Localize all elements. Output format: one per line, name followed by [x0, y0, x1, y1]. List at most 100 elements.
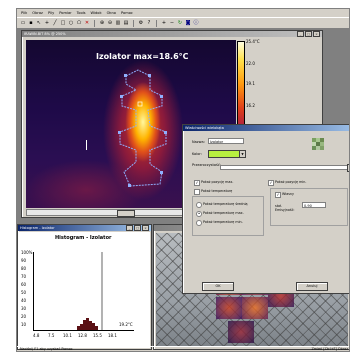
histogram-heading: Histogram - Izolator [55, 235, 112, 241]
show-max-position-checkbox[interactable]: ✓ [194, 180, 200, 186]
crosshair-icon[interactable]: + [44, 20, 50, 26]
polygon-handles[interactable] [118, 74, 167, 187]
histogram-window-titlebar[interactable]: Histogram - Izolator _ □ × [18, 225, 151, 231]
name-label: Nazwa: [192, 140, 205, 144]
zoom-out-icon[interactable]: ⊖ [107, 20, 113, 26]
status-bar: Naciśnij F1 aby uzyskać Pomoc Zmień [Ctr… [17, 346, 349, 351]
ellipse-icon[interactable]: ○ [68, 20, 74, 26]
save-icon[interactable]: ▪ [29, 20, 33, 26]
dialog-body: Nazwa: Izolator Kolor: ▼ Przezroczystość… [184, 132, 349, 292]
temperature-mode-group [192, 196, 264, 236]
line-icon[interactable]: ╱ [53, 20, 57, 26]
settings-icon[interactable]: ⚙ [138, 20, 144, 26]
custom-emissivity-checkbox[interactable]: ✓ [275, 192, 281, 198]
show-avg-temp-label: Pokaż temperaturę średnią [203, 202, 248, 206]
x-tick-label: 10.1 [63, 333, 72, 338]
y-tick-label: 70 [21, 274, 27, 279]
y-tick-label: 10 [21, 322, 27, 327]
zoom-in-icon[interactable]: ⊕ [99, 20, 105, 26]
ok-button[interactable]: OK [202, 282, 234, 291]
thermal-window-titlebar[interactable]: IRAWIN.BIT 8% @ 250% _ □ × [22, 31, 322, 37]
close-button[interactable]: × [313, 31, 320, 37]
slider-knob[interactable] [347, 164, 349, 172]
show-max-position-label: Pokaż pozycję max. [201, 180, 234, 184]
menu-measure[interactable]: Pomiar [59, 10, 72, 15]
polygon-properties-dialog: Właściwości wielokąta × Nazwa: Izolator … [182, 124, 349, 294]
dialog-titlebar[interactable]: Właściwości wielokąta × [183, 125, 349, 131]
y-tick-label: 20 [21, 314, 27, 319]
scale-label: 19.1 [246, 81, 255, 86]
name-input[interactable]: Izolator [208, 138, 244, 144]
polygon-overlay[interactable] [26, 40, 236, 208]
menu-file[interactable]: Plik [21, 10, 28, 15]
histogram-window-title: Histogram - Izolator [20, 226, 55, 230]
thermal-analysis-app: Plik Obraz Pliy Pomiar Tools Widok Okno … [16, 8, 350, 352]
status-shortcut: Zmień [Ctrl+F] Obraz [311, 347, 348, 351]
open-icon[interactable]: ▭ [20, 20, 26, 26]
show-avg-temp-radio[interactable] [196, 202, 202, 208]
close-button[interactable]: × [142, 225, 149, 231]
show-max-temp-radio[interactable]: • [196, 211, 202, 217]
y-tick-label: 50 [21, 290, 27, 295]
polygon-shape[interactable] [119, 69, 167, 187]
histogram-marker-value: 19.2°C [119, 322, 133, 327]
camera-icon[interactable]: ◙ [185, 20, 191, 26]
x-tick-label: 12.8 [78, 333, 87, 338]
maximize-button[interactable]: □ [305, 31, 312, 37]
show-temperature-label: Pokaż temperaturę [201, 189, 233, 193]
scale-label: 22.0 [246, 61, 255, 66]
histogram-area: Histogram - Izolator 100% 90 80 70 60 50 40 30 2… [19, 232, 150, 348]
thermal-overlay-patch [242, 297, 268, 319]
toolbar-separator [156, 19, 157, 27]
cancel-button[interactable]: Anuluj [296, 282, 328, 291]
polygon-label: Izolator max=18.6°C [96, 52, 189, 61]
x-tick-label: 7.5 [48, 333, 55, 338]
transparency-slider[interactable] [220, 164, 349, 172]
menu-image[interactable]: Obraz [32, 10, 43, 15]
thermal-window-title: IRAWIN.BIT 8% @ 250% [24, 32, 66, 36]
y-tick-label: 100% [21, 250, 33, 255]
menu-tools[interactable]: Tools [76, 10, 86, 15]
show-max-temp-label: Pokaż temperaturę max. [203, 211, 244, 215]
info-icon[interactable]: ⓘ [193, 20, 199, 26]
emissivity-group [270, 188, 348, 226]
histogram-bars [77, 252, 103, 330]
status-text: Naciśnij F1 aby uzyskać Pomoc [20, 347, 73, 351]
y-tick-label: 80 [21, 266, 27, 271]
delete-icon[interactable]: ✕ [84, 20, 90, 26]
max-marker [137, 101, 143, 107]
show-min-position-label: Pokaż pozycję min. [275, 180, 307, 184]
dialog-title: Właściwości wielokąta [185, 126, 224, 130]
toolbar-separator [94, 19, 95, 27]
polygon-icon[interactable]: ⬠ [76, 20, 82, 26]
show-min-temp-radio[interactable] [196, 220, 202, 226]
pointer-icon[interactable]: ↖ [36, 20, 42, 26]
histogram-icon[interactable]: ▥ [115, 20, 121, 26]
cursor-icon [86, 140, 95, 150]
x-tick-label: 18.1 [108, 333, 117, 338]
emissivity-input[interactable]: 0.90 [302, 202, 326, 208]
rectangle-icon[interactable]: □ [60, 20, 66, 26]
subtract-icon[interactable]: − [169, 20, 175, 26]
scrollbar-thumb[interactable] [117, 210, 135, 217]
menu-window[interactable]: Okno [106, 10, 116, 15]
transparency-label: Przezroczystość: [192, 163, 221, 167]
y-tick-label: 90 [21, 258, 27, 263]
emissivity-label: stał. Emisyjność: [275, 204, 295, 212]
add-icon[interactable]: + [161, 20, 167, 26]
maximize-button[interactable]: □ [134, 225, 141, 231]
show-min-position-checkbox[interactable]: ✓ [268, 180, 274, 186]
show-temperature-checkbox[interactable] [194, 189, 200, 195]
menu-view[interactable]: Widok [90, 10, 102, 15]
refresh-icon[interactable]: ↻ [177, 20, 183, 26]
help-icon[interactable]: ? [147, 20, 151, 26]
palette-icon[interactable]: ▤ [123, 20, 129, 26]
toolbar-separator [133, 19, 134, 27]
menu-plots[interactable]: Pliy [47, 10, 55, 15]
menu-help[interactable]: Pomoc [120, 10, 133, 15]
minimize-button[interactable]: _ [126, 225, 133, 231]
chevron-down-icon[interactable]: ▼ [239, 150, 246, 158]
x-tick-label: 15.5 [93, 333, 102, 338]
color-picker[interactable] [208, 150, 240, 158]
minimize-button[interactable]: _ [297, 31, 304, 37]
